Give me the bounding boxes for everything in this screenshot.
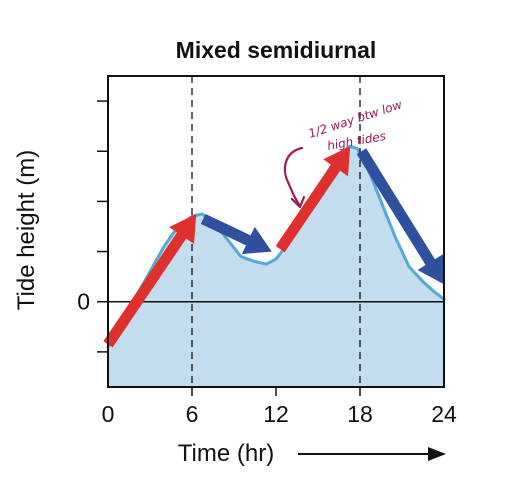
chart-title: Mixed semidiurnal	[176, 37, 377, 63]
rising-tide-arrow-3	[275, 146, 351, 253]
falling-tide-arrow-4	[356, 148, 444, 285]
x-tick-label: 24	[431, 401, 457, 427]
x-axis-direction-arrow-head	[428, 447, 446, 461]
tide-area-fill	[108, 146, 444, 387]
annotation-pointer-head	[290, 195, 306, 209]
y-axis-label: Tide height (m)	[13, 150, 40, 311]
tide-curve-line	[106, 144, 446, 349]
x-tick-label: 6	[186, 401, 199, 427]
x-tick-label: 12	[263, 401, 289, 427]
annotation-pointer	[283, 146, 304, 208]
x-axis-label-group: Time (hr)	[178, 440, 446, 467]
x-tick-label: 18	[347, 401, 373, 427]
falling-tide-arrow-2	[200, 214, 272, 254]
x-axis-label: Time (hr)	[178, 440, 274, 467]
x-tick-label: 0	[102, 401, 115, 427]
y-tick-label: 0	[77, 289, 90, 315]
rising-tide-arrow-1	[103, 213, 197, 348]
